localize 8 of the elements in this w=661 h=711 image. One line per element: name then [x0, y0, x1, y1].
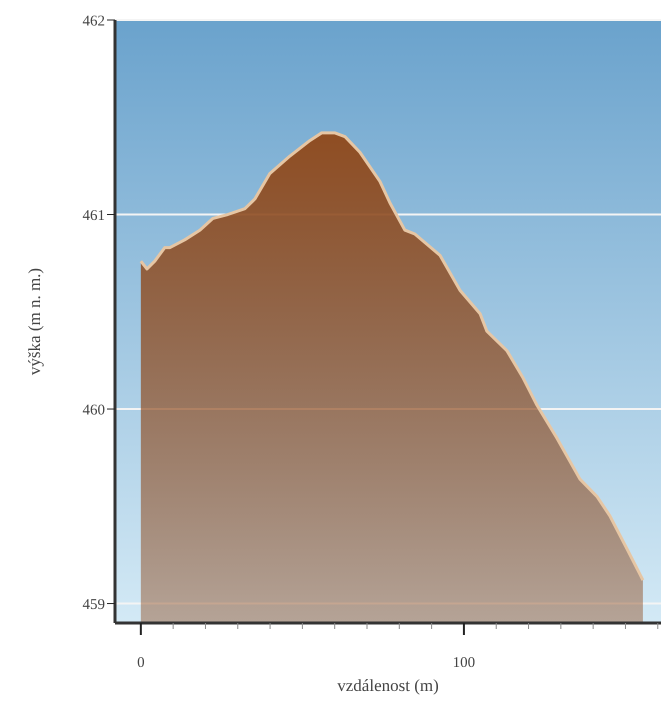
- x-axis-title: vzdálenost (m): [337, 676, 439, 695]
- x-tick-label: 100: [452, 655, 476, 671]
- x-tick-label: 0: [137, 655, 145, 671]
- y-tick-label: 461: [82, 208, 105, 224]
- y-tick-label: 462: [82, 13, 105, 30]
- y-tick-label: 460: [82, 402, 105, 418]
- y-tick-label: 459: [82, 596, 105, 613]
- y-axis-title: výška (m n. m.): [25, 268, 44, 376]
